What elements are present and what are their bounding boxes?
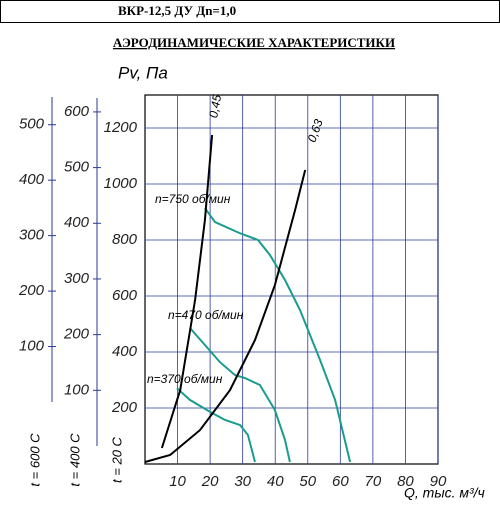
series-label: n=750 об/мин (155, 192, 231, 206)
y-tick-label: 300 (19, 227, 45, 244)
x-tick-label: 70 (365, 473, 382, 490)
header-box (0, 0, 500, 23)
series-line (144, 169, 307, 463)
x-tick-label: 30 (234, 473, 251, 490)
y-tick-label: 600 (64, 103, 90, 120)
axis-temp-label: t = 400 С (67, 433, 82, 487)
series-label: n=370 об/мин (147, 372, 223, 386)
plot-border (144, 94, 439, 465)
y-tick-label: 200 (63, 326, 90, 343)
x-tick-label: 40 (267, 473, 284, 490)
y-tick-label: 200 (111, 399, 138, 416)
x-tick-label: 50 (299, 473, 316, 490)
y-tick-label: 800 (112, 231, 138, 248)
y-tick-label: 600 (112, 287, 138, 304)
series-line (189, 327, 291, 463)
y-tick-label: 1200 (104, 119, 138, 136)
x-tick-label: 10 (169, 473, 186, 490)
y-tick-label: 400 (19, 171, 45, 188)
x-tick-label: 90 (430, 473, 447, 490)
x-tick-label: 80 (397, 473, 414, 490)
axis-temp-label: t = 600 С (27, 433, 42, 487)
x-tick-label: 60 (332, 473, 349, 490)
y-tick-label: 100 (19, 338, 45, 355)
x-axis-title: Q, тыс. м³/ч (404, 485, 485, 501)
series-label: n=470 об/мин (168, 308, 244, 322)
y-axis-title: Pv, Па (118, 63, 168, 82)
y-tick-label: 200 (18, 282, 45, 299)
series-label: 0,45 (206, 93, 224, 119)
series-line (176, 387, 256, 463)
axis-temp-label: t = 20 С (109, 436, 124, 482)
chart-title: АЭРОДИНАМИЧЕСКИЕ ХАРАКТЕРИСТИКИ (113, 35, 395, 50)
y-tick-label: 300 (64, 270, 90, 287)
y-tick-label: 100 (64, 381, 90, 398)
y-tick-label: 500 (64, 159, 90, 176)
x-tick-label: 20 (201, 473, 219, 490)
header: ВКР-12,5 ДУ Дn=1,0 (118, 3, 236, 18)
y-tick-label: 400 (112, 343, 138, 360)
y-tick-label: 400 (64, 214, 90, 231)
y-tick-label: 500 (19, 116, 45, 133)
series-line (204, 207, 352, 463)
series-line (160, 134, 214, 449)
y-tick-label: 1000 (104, 175, 138, 192)
